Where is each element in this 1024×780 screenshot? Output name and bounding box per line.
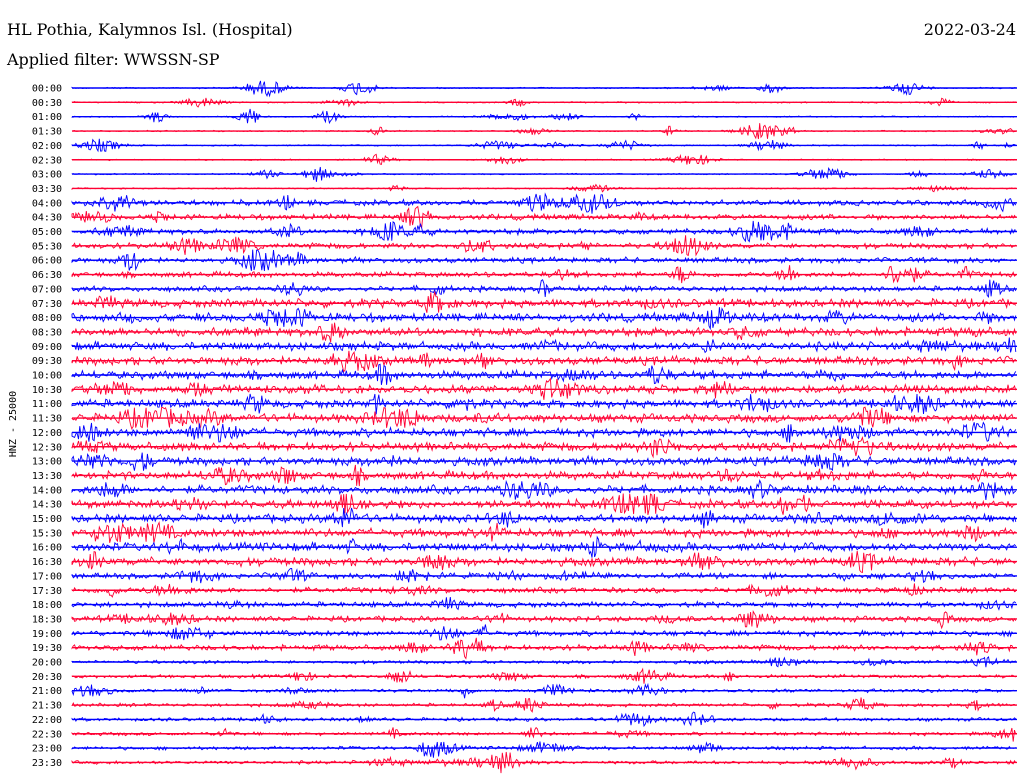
time-tick-label: 17:30 xyxy=(32,586,62,597)
time-tick-label: 01:00 xyxy=(32,112,62,123)
time-tick-label: 08:00 xyxy=(32,313,62,324)
y-axis-label: HNZ - 25000 xyxy=(8,391,19,457)
time-tick-label: 13:00 xyxy=(32,457,62,468)
time-tick-label: 17:00 xyxy=(32,571,62,582)
trace-row xyxy=(71,741,1016,758)
time-tick-label: 06:00 xyxy=(32,256,62,267)
trace-row xyxy=(71,493,1016,515)
trace-row xyxy=(71,751,1017,774)
trace-row xyxy=(71,322,1017,343)
time-tick-label: 02:30 xyxy=(32,155,62,166)
time-tick-label: 02:00 xyxy=(32,141,62,152)
time-tick-label: 16:30 xyxy=(32,557,62,568)
station-title: HL Pothia, Kalymnos Isl. (Hospital) xyxy=(7,20,293,39)
time-tick-label: 05:30 xyxy=(32,241,62,252)
time-tick-label: 00:30 xyxy=(32,98,62,109)
time-tick-label: 04:30 xyxy=(32,213,62,224)
time-tick-label: 22:30 xyxy=(32,729,62,740)
time-tick-label: 14:30 xyxy=(32,500,62,511)
time-tick-label: 23:30 xyxy=(32,758,62,769)
time-tick-label: 10:00 xyxy=(32,371,62,382)
time-tick-label: 12:00 xyxy=(32,428,62,439)
time-tick-label: 15:30 xyxy=(32,528,62,539)
trace-row xyxy=(71,610,1017,630)
trace-row xyxy=(71,624,1016,641)
time-tick-label: 06:30 xyxy=(32,270,62,281)
trace-row xyxy=(71,421,1017,443)
time-tick-label: 07:00 xyxy=(32,284,62,295)
trace-row xyxy=(71,596,1017,611)
trace-group xyxy=(71,80,1017,774)
time-tick-label: 18:00 xyxy=(32,600,62,611)
time-tick-label: 11:00 xyxy=(32,399,62,410)
trace-row xyxy=(71,192,1017,214)
time-tick-label: 03:00 xyxy=(32,170,62,181)
time-tick-label: 08:30 xyxy=(32,327,62,338)
time-tick-label: 00:00 xyxy=(32,84,62,95)
time-tick-label: 09:30 xyxy=(32,356,62,367)
time-tick-label: 01:30 xyxy=(32,127,62,138)
time-tick-label: 19:30 xyxy=(32,643,62,654)
time-tick-label: 07:30 xyxy=(32,299,62,310)
record-date: 2022-03-24 xyxy=(923,20,1016,39)
time-tick-label: 21:30 xyxy=(32,701,62,712)
time-tick-label: 23:00 xyxy=(32,744,62,755)
trace-row xyxy=(71,535,1017,558)
time-tick-label: 14:00 xyxy=(32,485,62,496)
time-tick-label: 09:00 xyxy=(32,342,62,353)
trace-row xyxy=(71,350,1016,373)
time-tick-label: 20:00 xyxy=(32,658,62,669)
time-tick-label: 21:00 xyxy=(32,686,62,697)
time-tick-label: 18:30 xyxy=(32,614,62,625)
time-tick-label: 16:00 xyxy=(32,543,62,554)
trace-row xyxy=(71,726,1017,742)
trace-row xyxy=(71,377,1017,400)
time-tick-label: 20:30 xyxy=(32,672,62,683)
time-tick-label: 05:00 xyxy=(32,227,62,238)
time-tick-label: 12:30 xyxy=(32,442,62,453)
time-tick-label: 04:00 xyxy=(32,198,62,209)
time-tick-label: 19:00 xyxy=(32,629,62,640)
time-tick-label: 03:30 xyxy=(32,184,62,195)
time-tick-label: 10:30 xyxy=(32,385,62,396)
time-tick-label: 11:30 xyxy=(32,414,62,425)
time-tick-label: 15:00 xyxy=(32,514,62,525)
trace-row xyxy=(71,521,1016,543)
trace-row xyxy=(71,436,1017,459)
trace-row xyxy=(71,235,1017,257)
time-tick-label: 13:30 xyxy=(32,471,62,482)
trace-row xyxy=(71,337,1017,354)
filter-label: Applied filter: WWSSN-SP xyxy=(7,50,220,69)
time-tick-label: 22:00 xyxy=(32,715,62,726)
trace-row xyxy=(71,363,1017,385)
time-tick-group: 00:00 00:30 01:00 01:30 02:00 02:30 03:00 03:30… xyxy=(32,84,62,769)
